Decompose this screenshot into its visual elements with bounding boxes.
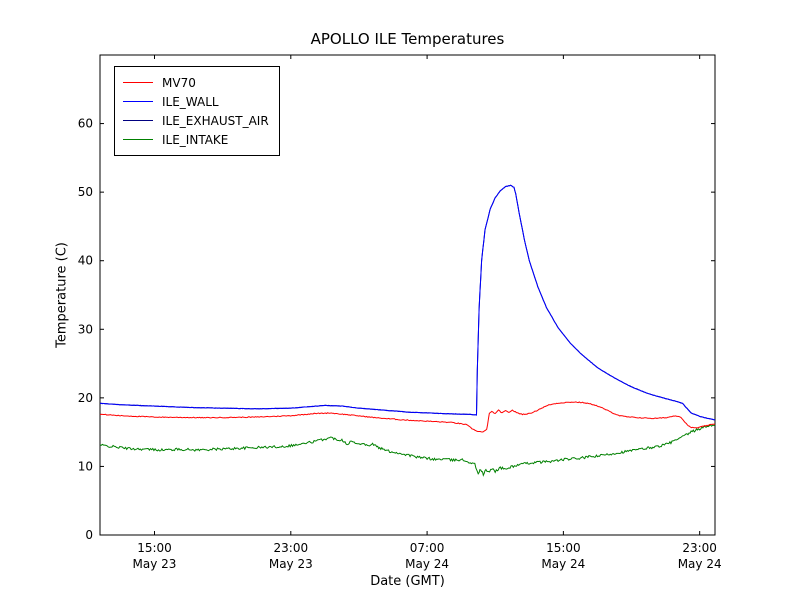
- legend-label: MV70: [162, 75, 196, 90]
- x-tick-label: 07:00: [410, 541, 445, 555]
- legend-label: ILE_EXHAUST_AIR: [162, 113, 269, 128]
- x-tick-label: 15:00: [137, 541, 172, 555]
- series-line-MV70: [99, 401, 716, 433]
- legend-entry: ILE_EXHAUST_AIR: [123, 111, 269, 130]
- chart-title: APOLLO ILE Temperatures: [310, 30, 505, 48]
- y-tick-label: 0: [85, 528, 93, 542]
- x-tick-label: 23:00: [682, 541, 717, 555]
- legend-line-sample: [123, 139, 153, 140]
- x-tick-label: May 23: [269, 557, 313, 571]
- y-tick-label: 20: [78, 391, 93, 405]
- xaxis-label: Date (GMT): [370, 574, 445, 589]
- x-tick-label: May 23: [133, 557, 177, 571]
- x-tick-label: 15:00: [546, 541, 581, 555]
- series-line-ILE_WALL: [99, 184, 716, 421]
- y-tick-label: 50: [78, 185, 93, 199]
- y-tick-label: 30: [78, 322, 93, 336]
- legend-entry: ILE_WALL: [123, 92, 269, 111]
- x-tick-label: May 24: [678, 557, 722, 571]
- legend-entry: MV70: [123, 73, 269, 92]
- x-tick-label: May 24: [541, 557, 585, 571]
- legend-label: ILE_WALL: [162, 94, 219, 109]
- y-tick-label: 40: [78, 254, 93, 268]
- legend-line-sample: [123, 82, 153, 83]
- series-line-ILE_INTAKE: [99, 424, 716, 477]
- axes-frame: [99, 54, 716, 536]
- y-tick-label: 10: [78, 459, 93, 473]
- x-tick-label: May 24: [405, 557, 449, 571]
- legend-line-sample: [123, 101, 153, 102]
- y-tick-label: 60: [78, 117, 93, 131]
- series-line-ILE_EXHAUST_AIR: [99, 184, 716, 421]
- legend-label: ILE_INTAKE: [162, 132, 229, 147]
- legend-line-sample: [123, 120, 153, 121]
- legend-entry: ILE_INTAKE: [123, 130, 269, 149]
- x-tick-label: 23:00: [274, 541, 309, 555]
- legend: MV70 ILE_WALL ILE_EXHAUST_AIR ILE_INTAKE: [114, 66, 280, 156]
